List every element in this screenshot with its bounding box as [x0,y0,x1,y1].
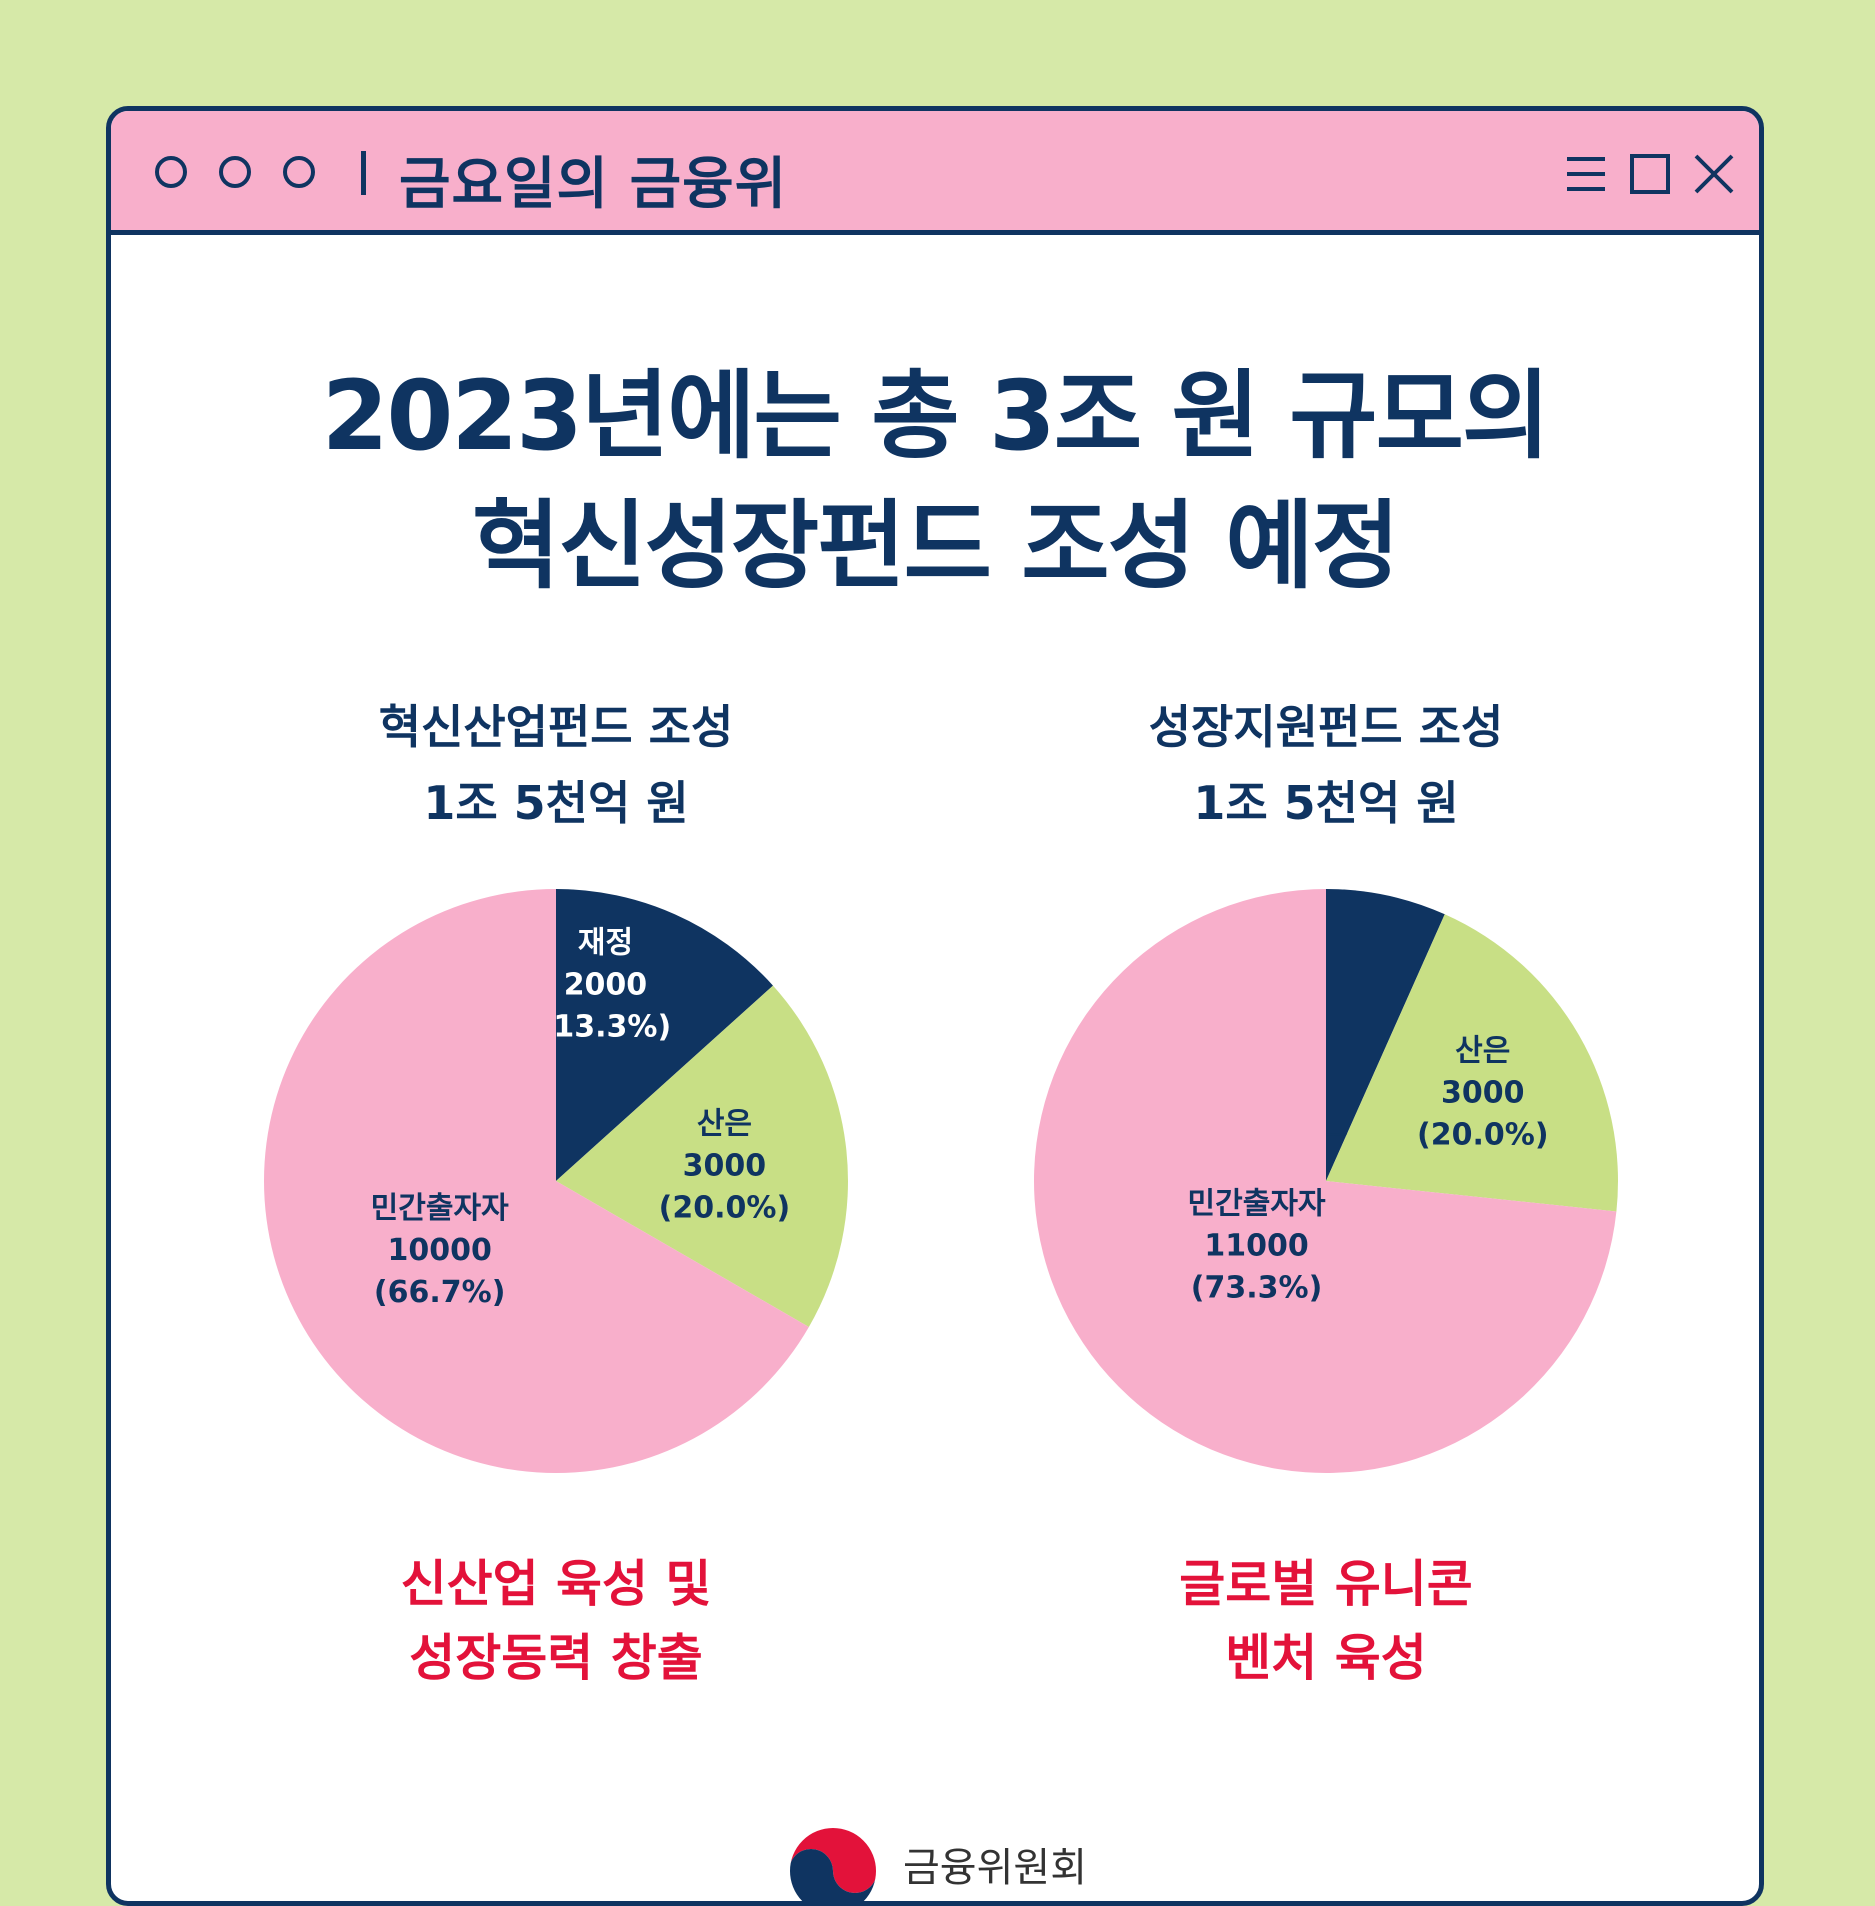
slice-percent-label: (13.3%) [540,1010,672,1045]
close-icon[interactable] [1693,153,1735,195]
pie-slice-0 [1326,889,1445,1181]
headline-line-2: 혁신성장펀드 조성 예정 [471,490,1400,602]
window-dot-icon[interactable] [283,156,315,188]
chart-1-pie: 재정 2000 (13.3%) 산은 3000 (20.0%) 민간출자자 10000 (66.… [263,889,848,1473]
chart-2-pie: 재정1000(6.7%)산은3000(20.0%)민간출자자11000(73.3… [1034,889,1618,1473]
chart-2-title: 성장지원펀드 조성 [1148,700,1504,754]
slice-name-label: 민간출자자 [371,1191,509,1226]
chart-1-title: 혁신산업펀드 조성 [378,700,734,754]
chart-1-caption-line-2: 성장동력 창출 [409,1629,703,1687]
slice-name-label: 민간출자자 [1188,1187,1326,1222]
slice-value-label: 11000 [1204,1229,1308,1264]
chart-2-subtitle: 1조 5천억 원 [1193,776,1459,830]
chart-2-caption: 글로벌 유니콘 벤처 육성 [1026,1547,1626,1695]
chart-2-title-block: 성장지원펀드 조성 1조 5천억 원 [1026,689,1626,841]
slice-percent-label: (20.0%) [659,1190,791,1225]
title-bar: 금요일의 금융위 [111,111,1759,235]
slice-value-label: 2000 [564,968,648,1003]
menu-icon[interactable] [1565,153,1607,195]
slice-percent-label: (66.7%) [374,1275,506,1310]
headline-line-1: 2023년에는 총 3조 원 규모의 [321,360,1551,472]
taegeuk-icon [788,1826,878,1901]
chart-1-subtitle: 1조 5천억 원 [423,776,689,830]
slice-name-label: 재정 [578,926,633,961]
pie-slice-1 [556,985,848,1327]
title-separator [361,151,366,195]
slice-value-label: 3000 [683,1148,767,1183]
slice-name-label: 산은 [697,1106,752,1141]
pie-slice-1 [1326,914,1618,1212]
window-dot-icon[interactable] [155,156,187,188]
pie-slice-0 [556,889,773,1181]
pie-slice-2 [263,889,809,1473]
window-title: 금요일의 금융위 [399,152,788,217]
chart-2-caption-line-2: 벤처 육성 [1225,1629,1427,1687]
slice-value-label: 10000 [387,1233,491,1268]
slice-percent-label: (20.0%) [1417,1117,1549,1152]
footer-logo-text: 금융위원회 [903,1845,1087,1891]
app-window: 금요일의 금융위 2023년에는 총 3조 원 규모의 혁신성장펀드 조성 예정… [106,106,1764,1906]
chart-2-caption-line-1: 글로벌 유니콘 [1179,1555,1473,1613]
pie-slice-2 [1034,889,1617,1473]
headline: 2023년에는 총 3조 원 규모의 혁신성장펀드 조성 예정 [111,351,1759,611]
slice-percent-label: (73.3%) [1191,1271,1323,1306]
slice-value-label: 3000 [1441,1075,1525,1110]
chart-1-caption-line-1: 신산업 육성 및 [400,1555,712,1613]
window-dot-icon[interactable] [219,156,251,188]
maximize-icon[interactable] [1629,153,1671,195]
slice-name-label: 산은 [1455,1033,1510,1068]
chart-1-caption: 신산업 육성 및 성장동력 창출 [256,1547,856,1695]
chart-1-title-block: 혁신산업펀드 조성 1조 5천억 원 [256,689,856,841]
